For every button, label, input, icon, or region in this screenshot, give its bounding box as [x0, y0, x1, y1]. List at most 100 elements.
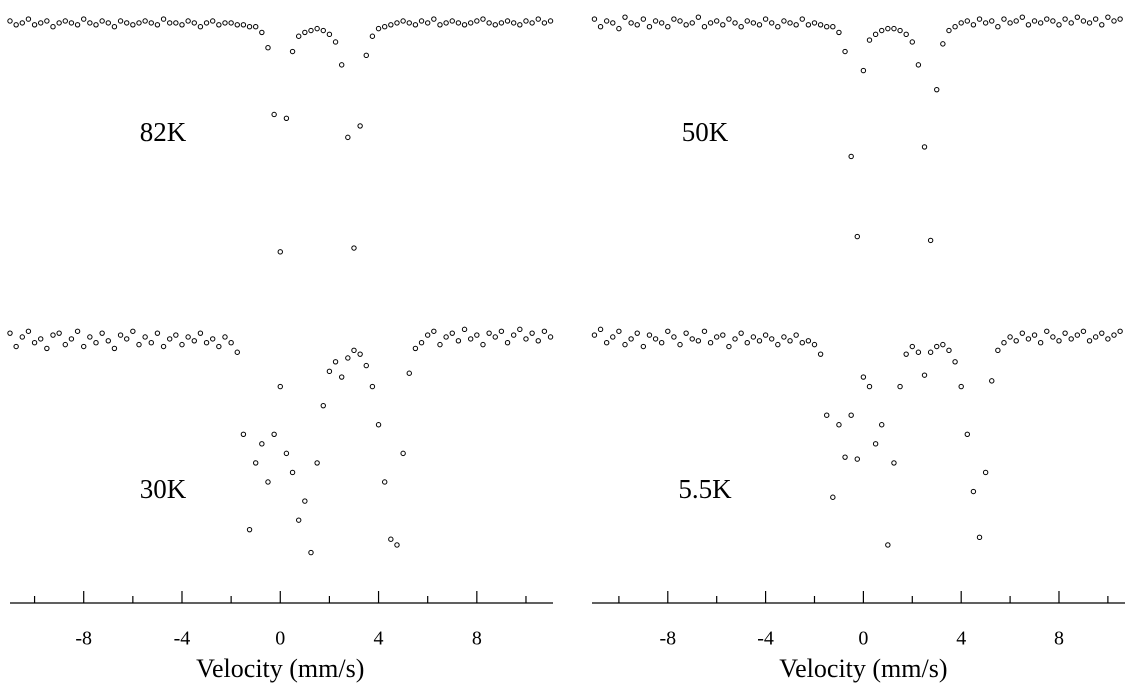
- data-point: [927, 237, 934, 244]
- data-point: [216, 22, 222, 28]
- data-point: [510, 20, 517, 26]
- data-point: [1037, 340, 1044, 346]
- data-point: [646, 24, 653, 30]
- data-point: [689, 336, 695, 342]
- data-point: [982, 20, 989, 26]
- data-point: [326, 31, 333, 38]
- data-point: [529, 20, 535, 26]
- data-point: [283, 450, 290, 457]
- temperature-label: 50K: [682, 117, 729, 147]
- data-point: [308, 549, 314, 556]
- data-point: [38, 336, 44, 342]
- data-point: [610, 20, 616, 26]
- data-point: [628, 20, 634, 26]
- data-point: [443, 20, 449, 26]
- data-point: [375, 25, 382, 32]
- data-point: [671, 334, 677, 340]
- data-point: [210, 18, 216, 24]
- data-point: [1025, 22, 1032, 28]
- data-point: [547, 18, 554, 24]
- x-tick-label: -4: [174, 628, 191, 650]
- data-point: [167, 336, 173, 342]
- data-point: [418, 18, 425, 24]
- data-point: [952, 24, 958, 30]
- data-point: [756, 22, 763, 28]
- data-point: [695, 14, 702, 20]
- data-point: [1056, 22, 1062, 28]
- data-point: [357, 351, 363, 357]
- data-point: [332, 359, 339, 365]
- data-point: [480, 341, 486, 348]
- data-point: [781, 334, 787, 340]
- data-point: [246, 526, 253, 533]
- data-point: [240, 22, 247, 28]
- data-point: [517, 326, 523, 333]
- data-point: [265, 479, 271, 485]
- data-point: [976, 16, 983, 22]
- data-point: [105, 20, 111, 26]
- data-point: [203, 340, 210, 346]
- data-point: [860, 67, 867, 74]
- data-point: [412, 345, 419, 352]
- data-point: [622, 341, 628, 348]
- data-point: [517, 22, 523, 28]
- data-point: [793, 332, 799, 338]
- data-point: [915, 349, 922, 355]
- data-point: [964, 18, 971, 24]
- data-point: [474, 332, 480, 338]
- data-point: [136, 20, 142, 26]
- data-point: [56, 20, 62, 26]
- data-point: [652, 18, 659, 24]
- data-point: [320, 402, 326, 409]
- data-point: [817, 351, 824, 357]
- data-point: [1037, 20, 1044, 26]
- data-point: [671, 16, 677, 22]
- data-point: [13, 22, 19, 28]
- data-point: [222, 20, 228, 26]
- data-point: [836, 422, 842, 428]
- data-point: [1074, 332, 1081, 338]
- data-point: [830, 24, 836, 30]
- data-point: [467, 336, 474, 342]
- data-point: [541, 20, 548, 26]
- data-point: [449, 330, 455, 336]
- data-point: [259, 441, 265, 447]
- data-point: [903, 31, 909, 38]
- data-point: [958, 20, 964, 26]
- data-point: [781, 18, 787, 24]
- data-point: [492, 22, 498, 28]
- data-point: [658, 340, 665, 346]
- data-point: [474, 18, 480, 24]
- data-point: [228, 340, 234, 346]
- data-point: [160, 16, 167, 22]
- data-point: [210, 336, 216, 342]
- x-tick-label: 8: [472, 628, 482, 650]
- data-point: [277, 383, 283, 390]
- data-point: [535, 16, 541, 22]
- data-point: [958, 383, 964, 390]
- data-point: [547, 334, 554, 340]
- data-point: [19, 334, 25, 340]
- data-point: [369, 383, 376, 390]
- data-point: [535, 338, 541, 344]
- data-point: [406, 370, 412, 376]
- data-point: [154, 330, 161, 336]
- data-point: [381, 479, 388, 485]
- data-point: [989, 18, 995, 24]
- data-point: [363, 52, 369, 59]
- data-point: [504, 340, 511, 346]
- data-point: [683, 330, 689, 336]
- data-point: [756, 338, 763, 344]
- data-point: [1019, 14, 1026, 20]
- data-point: [940, 341, 946, 348]
- data-point: [1056, 338, 1062, 344]
- data-point: [271, 431, 277, 437]
- data-point: [173, 332, 179, 338]
- data-point: [431, 16, 437, 22]
- data-point: [726, 16, 732, 22]
- data-point: [87, 334, 93, 340]
- data-point: [486, 330, 492, 336]
- data-point: [909, 343, 915, 350]
- data-point: [817, 22, 824, 28]
- data-point: [492, 334, 498, 340]
